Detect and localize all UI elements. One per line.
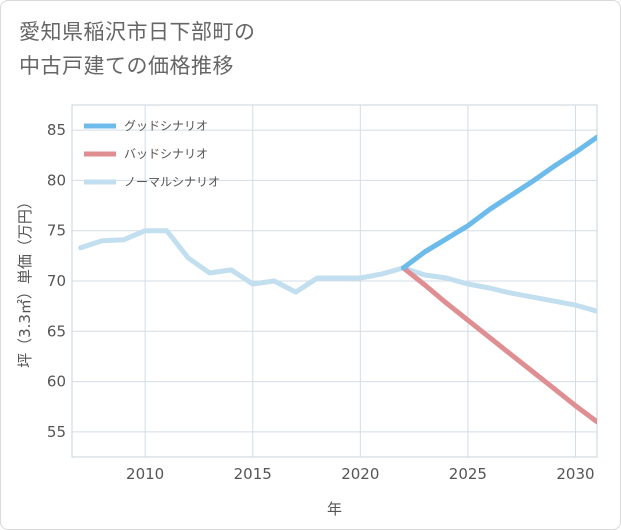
y-tick-label: 75 <box>47 222 66 240</box>
x-tick-label: 2025 <box>449 465 487 483</box>
legend-label: ノーマルシナリオ <box>124 175 220 189</box>
chart-title-line2: 中古戸建ての価格推移 <box>19 54 234 78</box>
chart-title-line1: 愛知県稲沢市日下部町の <box>19 20 256 44</box>
x-tick-label: 2010 <box>126 465 164 483</box>
legend-label: グッドシナリオ <box>124 119 208 133</box>
y-tick-label: 70 <box>47 272 66 290</box>
y-tick-label: 85 <box>47 121 66 139</box>
x-axis-title: 年 <box>327 500 342 518</box>
series-line-1 <box>400 265 597 425</box>
series-line-2 <box>78 228 597 314</box>
x-tick-label: 2020 <box>341 465 379 483</box>
x-tick-label: 2015 <box>234 465 272 483</box>
y-tick-label: 60 <box>47 373 66 391</box>
y-axis-title: 坪（3.3㎡）単価（万円） <box>16 194 34 368</box>
y-tick-label: 55 <box>47 423 66 441</box>
legend-label: バッドシナリオ <box>124 147 208 161</box>
series-line-0 <box>400 134 597 271</box>
y-tick-label: 65 <box>47 322 66 340</box>
x-tick-label: 2030 <box>556 465 594 483</box>
y-tick-label: 80 <box>47 171 66 189</box>
chart-title: 愛知県稲沢市日下部町の 中古戸建ての価格推移 <box>19 15 579 83</box>
